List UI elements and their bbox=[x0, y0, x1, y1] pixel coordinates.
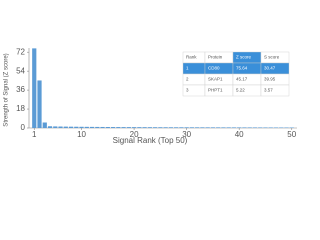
table-text: CD80 bbox=[208, 66, 220, 71]
table-text: 3 bbox=[186, 88, 189, 93]
table-text: PHPT1 bbox=[208, 88, 223, 93]
bar bbox=[142, 127, 147, 128]
bar bbox=[42, 122, 47, 128]
bar bbox=[95, 126, 100, 128]
bar bbox=[221, 127, 226, 128]
table-text: SKAP1 bbox=[208, 77, 223, 82]
table-header: Protein bbox=[208, 55, 223, 60]
bar bbox=[242, 127, 247, 128]
bar bbox=[268, 127, 273, 128]
bar bbox=[47, 126, 53, 128]
bar bbox=[58, 126, 63, 128]
bar bbox=[216, 127, 221, 128]
chart: Signal Rank (Top 50) Strength of Signal … bbox=[4, 47, 297, 145]
table-text: 39.95 bbox=[264, 77, 276, 82]
bar bbox=[226, 127, 231, 128]
table-header: S score bbox=[264, 55, 280, 60]
bar bbox=[163, 127, 168, 128]
bar bbox=[184, 127, 189, 128]
bar bbox=[32, 48, 37, 128]
table-text: 3.57 bbox=[264, 88, 273, 93]
table-text: 2 bbox=[186, 77, 189, 82]
bar bbox=[126, 127, 131, 128]
bar bbox=[147, 127, 152, 128]
table-text: 5.22 bbox=[236, 88, 245, 93]
table-text: 30.47 bbox=[264, 66, 276, 71]
y-tick-label: 72 bbox=[16, 47, 25, 56]
bar bbox=[137, 127, 142, 128]
bar bbox=[247, 127, 252, 128]
bar bbox=[53, 126, 58, 128]
x-tick-label: 40 bbox=[235, 130, 244, 139]
bar bbox=[84, 126, 89, 128]
bar bbox=[252, 127, 258, 128]
bar bbox=[89, 126, 95, 128]
bar bbox=[210, 127, 216, 128]
bar bbox=[153, 127, 158, 128]
bar bbox=[68, 126, 74, 128]
bar bbox=[168, 127, 173, 128]
bar bbox=[263, 127, 268, 128]
table-text: 1 bbox=[186, 66, 189, 71]
bar bbox=[179, 127, 184, 128]
bar bbox=[37, 80, 42, 128]
bar bbox=[279, 127, 284, 128]
bar bbox=[79, 126, 84, 128]
x-tick-label: 20 bbox=[130, 130, 139, 139]
y-tick-label: 54 bbox=[16, 66, 25, 75]
table: Rank Protein Z score S score 1 CD80 75.64 30.47… bbox=[182, 51, 290, 97]
bar bbox=[121, 127, 126, 128]
table-text: 45.17 bbox=[236, 77, 248, 82]
x-tick-label: 30 bbox=[182, 130, 191, 139]
bar bbox=[231, 127, 237, 128]
y-tick-label: 18 bbox=[16, 104, 25, 113]
bar bbox=[258, 127, 263, 128]
bar bbox=[189, 127, 195, 128]
bar bbox=[110, 127, 116, 128]
x-tick-label: 10 bbox=[77, 130, 86, 139]
bar bbox=[158, 127, 163, 128]
bar bbox=[174, 127, 179, 128]
table-header: Rank bbox=[186, 55, 197, 60]
bar bbox=[100, 126, 105, 128]
table-header: Z score bbox=[236, 55, 252, 60]
y-tick-label: 36 bbox=[16, 85, 25, 94]
table-text: 75.64 bbox=[236, 66, 248, 71]
bar bbox=[237, 127, 242, 128]
table-cell bbox=[260, 84, 290, 97]
bar bbox=[116, 127, 121, 128]
x-tick-label: 1 bbox=[32, 130, 37, 139]
x-tick-label: 50 bbox=[287, 130, 296, 139]
y-tick-label: 0 bbox=[21, 123, 26, 132]
bar bbox=[131, 127, 137, 128]
bar bbox=[63, 126, 68, 128]
y-axis-label: Strength of Signal (Z score) bbox=[4, 53, 10, 126]
bar bbox=[273, 127, 279, 128]
bar bbox=[105, 127, 110, 128]
bar bbox=[205, 127, 210, 128]
bar bbox=[74, 126, 79, 128]
bar bbox=[195, 127, 200, 128]
bar bbox=[200, 127, 205, 128]
x-axis-label: Signal Rank (Top 50) bbox=[113, 136, 188, 145]
